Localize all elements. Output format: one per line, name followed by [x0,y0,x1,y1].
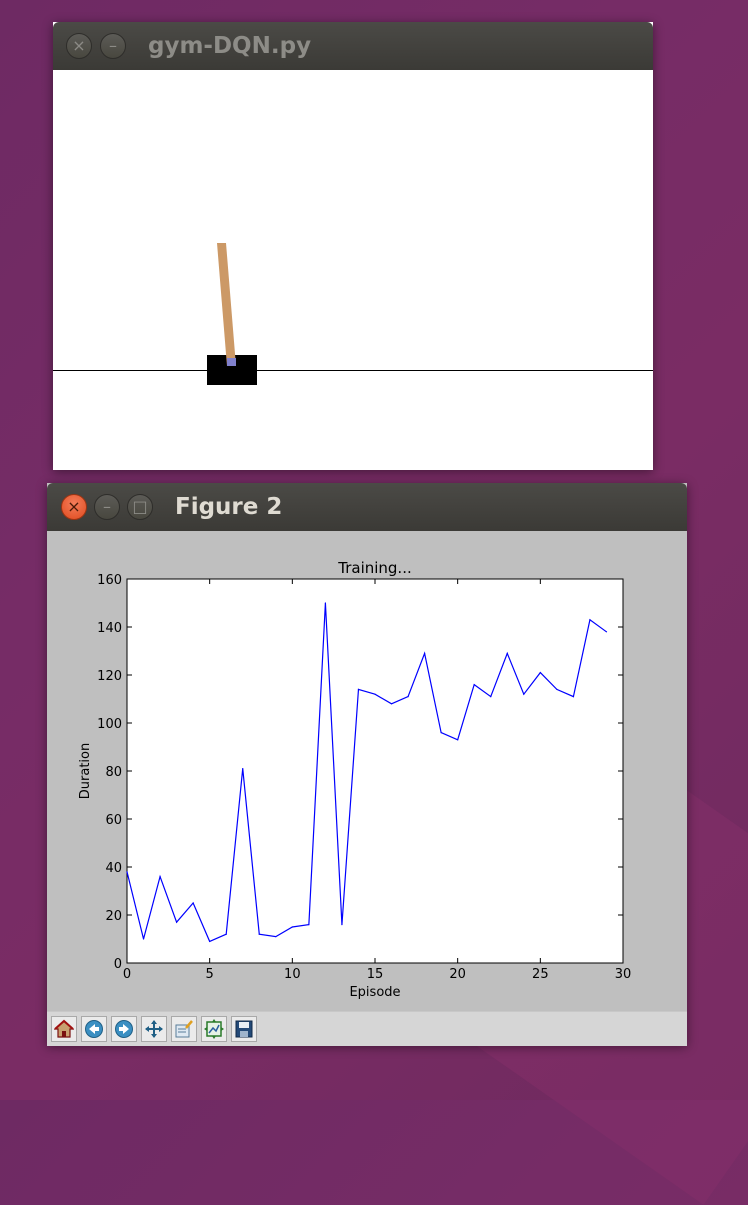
data-point [324,602,326,604]
minimize-button[interactable]: – [94,494,120,520]
window-title: Figure 2 [175,494,283,520]
y-tick-label: 120 [97,669,122,684]
line-chart: Training... Episode Duration 0 5 10 15 20 25 3… [78,559,632,1000]
data-point [258,933,260,935]
data-point [176,921,178,923]
data-point [291,926,293,928]
data-point [539,672,541,674]
save-button[interactable] [231,1016,257,1042]
minimize-icon: – [109,36,117,55]
data-point [572,696,575,698]
data-point [473,684,475,686]
y-tick-label: 0 [114,957,122,972]
configure-subplots-icon [175,1020,193,1038]
y-tick-label: 80 [105,765,122,780]
x-tick-label: 0 [123,967,131,982]
y-tick-label: 40 [105,861,122,876]
data-point [192,902,194,904]
x-tick-label: 25 [532,967,549,982]
x-tick-label: 20 [449,967,466,982]
data-point [225,933,227,935]
axle [227,358,236,366]
back-icon [85,1020,103,1038]
zoom-icon [204,1019,224,1039]
data-point [159,876,161,878]
titlebar[interactable]: × – gym-DQN.py [53,22,653,70]
data-point [490,696,492,698]
data-point [308,924,310,926]
y-tick-label: 100 [97,717,122,732]
y-axis-label: Duration [78,743,93,799]
back-button[interactable] [81,1016,107,1042]
y-tick-label: 60 [105,813,122,828]
data-point [556,688,558,690]
close-button[interactable]: × [61,494,87,520]
gym-render-window: × – gym-DQN.py [53,22,653,470]
y-tick-label: 20 [105,909,122,924]
minimize-button[interactable]: – [100,33,126,59]
figure-canvas: Training... Episode Duration 0 5 10 15 20 25 3… [47,531,687,1011]
data-point [424,652,426,654]
y-tick-label: 140 [97,621,122,636]
data-point [357,688,360,690]
x-tick-label: 30 [615,967,632,982]
data-point [523,693,525,695]
duration-series-line [126,602,607,943]
data-point [142,938,145,940]
data-point [275,936,277,938]
home-button[interactable] [51,1016,77,1042]
data-point [209,940,211,942]
chart-title: Training... [337,559,412,577]
data-point [374,693,376,695]
forward-icon [115,1020,133,1038]
data-point [242,768,244,770]
close-icon: × [72,36,86,55]
maximize-button[interactable]: □ [127,494,153,520]
forward-button[interactable] [111,1016,137,1042]
data-point [440,732,442,734]
cartpole-canvas [53,70,653,470]
data-point [407,696,409,698]
plot-area [126,578,624,964]
titlebar[interactable]: × – □ Figure 2 [47,483,687,531]
minimize-icon: – [103,497,111,516]
close-button[interactable]: × [66,33,92,59]
x-tick-label: 10 [284,967,301,982]
pan-button[interactable] [141,1016,167,1042]
data-point [390,703,393,705]
x-axis-label: Episode [349,985,400,1000]
cartpole-scene [53,243,653,385]
zoom-button[interactable] [201,1016,227,1042]
pole [217,243,236,366]
figure-window: × – □ Figure 2 Training... Episode Durat… [47,483,687,1046]
data-point [506,652,508,654]
data-point [341,924,343,926]
navigation-toolbar [47,1011,687,1046]
data-point [457,739,459,741]
save-icon [235,1020,253,1038]
data-point [605,631,608,633]
home-icon [54,1019,74,1038]
pan-icon [145,1020,163,1038]
data-point [589,619,591,621]
maximize-icon: □ [132,497,148,516]
x-tick-label: 5 [206,967,214,982]
y-tick-label: 160 [97,573,122,588]
data-point [126,871,128,873]
window-title: gym-DQN.py [148,33,312,59]
configure-subplots-button[interactable] [171,1016,197,1042]
close-icon: × [67,497,81,516]
x-tick-label: 15 [367,967,384,982]
